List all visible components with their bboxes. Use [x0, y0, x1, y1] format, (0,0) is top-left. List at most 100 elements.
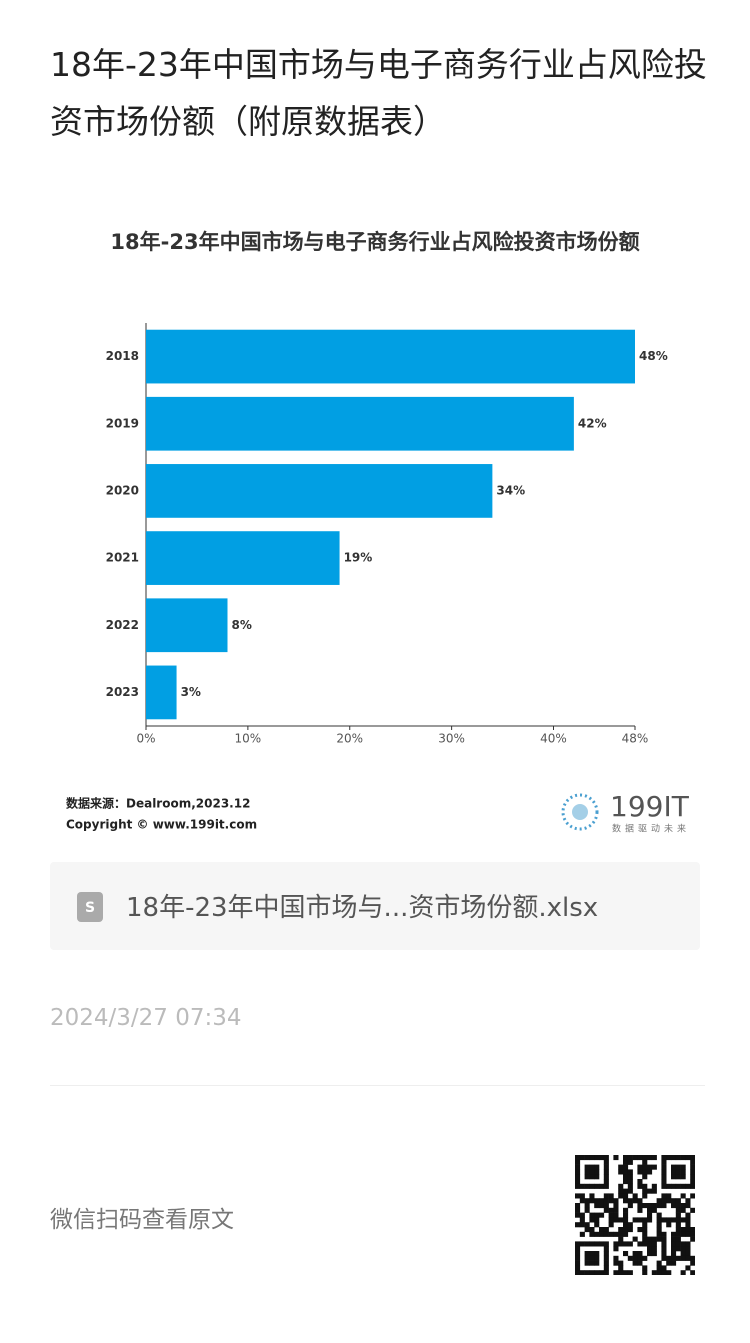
qr-module — [671, 1169, 677, 1175]
bar — [146, 665, 177, 720]
qr-module — [608, 1198, 614, 1204]
qr-module — [575, 1183, 581, 1189]
file-icon-body — [77, 892, 103, 922]
qr-module — [680, 1217, 686, 1223]
qr-module — [594, 1241, 600, 1247]
qr-module — [642, 1174, 648, 1180]
qr-module — [575, 1174, 581, 1180]
qr-module — [589, 1231, 595, 1237]
qr-module — [690, 1155, 695, 1161]
qr-module — [675, 1183, 681, 1189]
qr-module — [637, 1251, 643, 1257]
qr-module — [642, 1265, 648, 1271]
qr-module — [647, 1217, 653, 1223]
qr-module — [575, 1179, 581, 1185]
qr-module — [680, 1241, 686, 1247]
qr-module — [656, 1270, 662, 1275]
qr-module — [685, 1227, 691, 1233]
qr-module — [584, 1183, 590, 1189]
qr-module — [690, 1183, 695, 1189]
qr-module — [690, 1255, 695, 1261]
qr-module — [599, 1183, 605, 1189]
attachment[interactable] — [50, 862, 700, 950]
qr-module — [647, 1212, 653, 1218]
qr-module — [584, 1255, 590, 1261]
qr-module — [623, 1179, 629, 1185]
qr-module — [575, 1193, 581, 1199]
qr-module — [589, 1260, 595, 1266]
qr-module — [651, 1164, 657, 1170]
qr-module — [637, 1198, 643, 1204]
qr-module — [618, 1241, 624, 1247]
qr-module — [651, 1155, 657, 1161]
qr-module — [661, 1241, 667, 1247]
qr-module — [661, 1164, 667, 1170]
qr-module — [623, 1227, 629, 1233]
qr-module — [642, 1217, 648, 1223]
qr-module — [675, 1246, 681, 1252]
qr-module — [594, 1169, 600, 1175]
qr-module — [623, 1164, 629, 1170]
qr-module — [618, 1183, 624, 1189]
qr-module — [651, 1241, 657, 1247]
qr-module — [661, 1246, 667, 1252]
qr-module — [675, 1203, 681, 1209]
qr-module — [589, 1164, 595, 1170]
qr-module — [584, 1174, 590, 1180]
qr-module — [613, 1212, 619, 1218]
bar — [146, 329, 635, 384]
file-icon-glyph: S — [85, 900, 95, 916]
qr-module — [589, 1174, 595, 1180]
qr-module — [608, 1217, 614, 1223]
qr-module — [584, 1241, 590, 1247]
qr-module — [623, 1174, 629, 1180]
qr-module — [603, 1251, 609, 1257]
qr-module — [671, 1198, 677, 1204]
qr-module — [575, 1255, 581, 1261]
qr-module — [675, 1231, 681, 1237]
qr-module — [579, 1183, 585, 1189]
qr-module — [666, 1198, 672, 1204]
qr-module — [675, 1164, 681, 1170]
qr-module — [632, 1255, 638, 1261]
qr-module — [575, 1251, 581, 1257]
x-tick-label: 48% — [622, 732, 649, 746]
qr-module — [647, 1203, 653, 1209]
qr-module — [623, 1155, 629, 1161]
qr-module — [642, 1188, 648, 1194]
qr-module — [603, 1174, 609, 1180]
data-label: 48% — [639, 349, 668, 363]
qr-code[interactable] — [575, 1155, 695, 1275]
qr-module — [656, 1236, 662, 1242]
qr-module — [603, 1246, 609, 1252]
qr-module — [680, 1231, 686, 1237]
chart: 18年-23年中国市场与电子商务行业占风险投资市场份额 数据来源：Dealroo… — [66, 230, 690, 835]
qr-module — [685, 1255, 691, 1261]
qr-module — [589, 1212, 595, 1218]
qr-module — [599, 1203, 605, 1209]
qr-module — [661, 1174, 667, 1180]
qr-module — [627, 1241, 633, 1247]
qr-module — [671, 1241, 677, 1247]
qr-module — [589, 1198, 595, 1204]
qr-module — [651, 1188, 657, 1194]
qr-module — [661, 1255, 667, 1261]
attachment-name[interactable]: 18年-23年中国市场与...资市场份额.xlsx — [126, 893, 599, 923]
qr-module — [680, 1251, 686, 1257]
y-tick-label: 2020 — [106, 483, 139, 497]
qr-module — [627, 1159, 633, 1165]
qr-module — [680, 1246, 686, 1252]
qr-module — [685, 1246, 691, 1252]
qr-module — [651, 1183, 657, 1189]
qr-module — [608, 1231, 614, 1237]
qr-module — [680, 1255, 686, 1261]
qr-module — [661, 1203, 667, 1209]
qr-module — [680, 1227, 686, 1233]
qr-module — [690, 1179, 695, 1185]
qr-module — [594, 1251, 600, 1257]
y-tick-label: 2018 — [106, 349, 139, 363]
qr-module — [647, 1155, 653, 1161]
qr-module — [656, 1212, 662, 1218]
qr-module — [666, 1155, 672, 1161]
qr-module — [685, 1231, 691, 1237]
